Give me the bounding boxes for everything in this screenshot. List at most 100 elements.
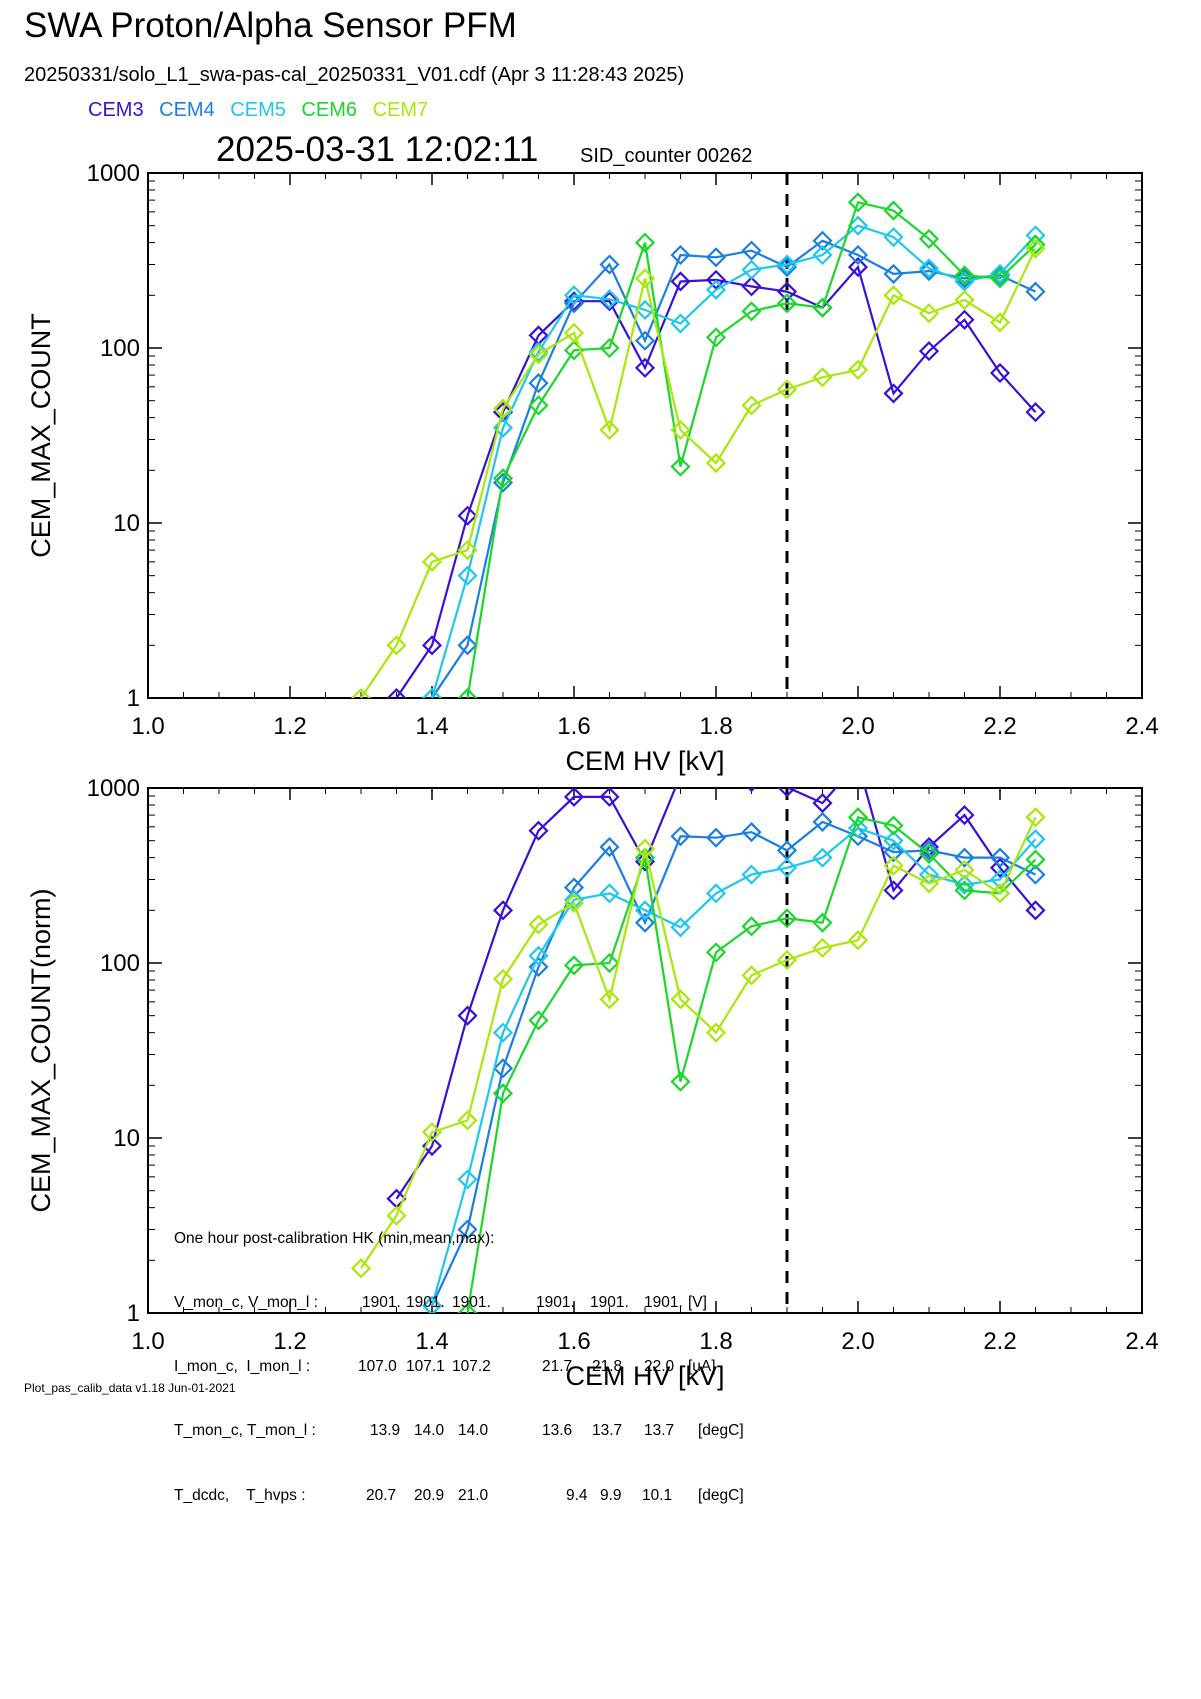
data-point-cem4	[528, 956, 549, 977]
hk-unit: [uA]	[688, 1358, 716, 1376]
data-point-cem7	[847, 930, 869, 951]
x-axis-label: CEM HV [kV]	[565, 746, 724, 776]
data-point-cem7	[883, 285, 904, 306]
data-point-cem3	[776, 281, 798, 302]
data-point-cem7	[741, 965, 762, 986]
x-tick-label: 1.0	[131, 1328, 164, 1355]
data-point-cem7	[705, 453, 727, 474]
hk-value: 107.0	[358, 1358, 397, 1376]
x-tick-label: 1.4	[415, 713, 448, 740]
data-point-cem3	[386, 687, 407, 698]
data-point-cem5	[528, 341, 549, 362]
x-tick-label: 1.8	[699, 713, 732, 740]
data-point-cem5	[599, 289, 620, 310]
data-point-cem4	[599, 836, 620, 858]
x-tick-label: 2.4	[1125, 713, 1158, 740]
data-point-cem6	[776, 908, 798, 929]
data-point-cem7	[776, 379, 798, 400]
hk-value: 22.0	[644, 1358, 675, 1376]
data-point-cem4	[954, 847, 975, 868]
data-point-cem3	[883, 383, 904, 404]
data-point-cem7	[741, 395, 762, 416]
hk-value: 9.4	[566, 1486, 588, 1504]
data-point-cem4	[599, 254, 620, 275]
y-tick-label: 1000	[87, 775, 140, 802]
data-point-cem5	[741, 864, 762, 885]
file-line: 20250331/solo_L1_swa-pas-cal_20250331_V0…	[24, 64, 685, 86]
hk-value: 13.7	[592, 1422, 623, 1440]
x-axis-label: CEM HV [kV]	[565, 1361, 724, 1391]
data-point-cem3	[989, 362, 1011, 384]
data-point-cem6	[1025, 234, 1046, 255]
series-group	[350, 788, 1046, 1313]
hk-label: T_mon_c, T_mon_l :	[174, 1422, 316, 1440]
data-point-cem5	[812, 244, 833, 266]
data-point-cem6	[776, 293, 798, 314]
data-point-cem7	[563, 322, 585, 343]
data-point-cem5	[989, 869, 1011, 890]
y-tick-label: 100	[100, 335, 140, 362]
data-point-cem5	[492, 417, 514, 438]
data-point-cem3	[634, 357, 656, 378]
data-point-cem3	[528, 820, 549, 841]
data-point-cem3	[747, 788, 756, 793]
hk-value: 1901.	[362, 1294, 401, 1312]
data-point-cem6	[599, 337, 620, 359]
data-point-cem6	[634, 847, 656, 868]
hk-table: One hour post-calibration HK (min,mean,m…	[174, 1185, 744, 1527]
series-line-cem4	[431, 239, 1036, 698]
data-point-cem3	[457, 505, 478, 526]
x-tick-label: 1.4	[415, 1328, 448, 1355]
data-point-cem4	[492, 1058, 514, 1079]
legend-cem5: CEM5	[230, 99, 286, 121]
series-line-cem6	[466, 201, 1037, 698]
data-point-cem7	[421, 551, 443, 572]
data-point-cem7	[989, 312, 1011, 333]
data-point-cem3	[634, 851, 656, 872]
legend-cem3: CEM3	[88, 99, 144, 121]
data-point-cem4	[918, 261, 940, 282]
series-line-cem6	[466, 816, 1037, 1313]
x-tick-label: 2.2	[983, 1328, 1016, 1355]
data-point-cem4	[457, 1219, 478, 1240]
data-point-cem5	[954, 874, 975, 895]
x-tick-label: 1.0	[131, 713, 164, 740]
hk-value: 1901.	[536, 1294, 575, 1312]
data-point-cem3	[918, 836, 940, 858]
data-point-cem5	[989, 263, 1011, 284]
data-point-cem7	[599, 419, 620, 441]
data-point-cem3	[954, 309, 975, 330]
data-point-cem5	[492, 1022, 514, 1043]
data-point-cem4	[883, 842, 904, 863]
data-point-cem4	[670, 826, 691, 847]
x-tick-label: 1.6	[557, 1328, 590, 1355]
data-point-cem7	[386, 635, 407, 656]
data-point-cem6	[634, 232, 656, 253]
data-point-cem3	[812, 793, 833, 814]
data-point-cem4	[634, 330, 656, 351]
hk-value: 14.0	[414, 1422, 445, 1440]
data-point-cem4	[528, 373, 549, 394]
hk-row: I_mon_c, I_mon_l : 107.0 107.1 107.2 21.…	[174, 1356, 716, 1377]
series-line-cem3	[395, 788, 1037, 1200]
x-tick-label: 1.6	[557, 713, 590, 740]
data-point-cem7	[634, 268, 656, 289]
y-tick-label: 1	[127, 1300, 140, 1327]
x-tick-label: 2.0	[841, 1328, 874, 1355]
hk-label: V_mon_c, V_mon_l :	[174, 1294, 318, 1312]
x-tick-label: 1.8	[699, 1328, 732, 1355]
data-point-cem6	[918, 843, 940, 864]
hk-unit: [degC]	[698, 1422, 744, 1440]
legend-cem4: CEM4	[159, 99, 215, 121]
y-tick-label: 1	[127, 685, 140, 712]
data-point-cem5	[421, 687, 443, 698]
data-point-cem5	[776, 254, 798, 275]
data-point-cem7	[457, 540, 478, 561]
hk-value: 1901.	[452, 1294, 491, 1312]
data-point-cem7	[670, 419, 691, 441]
data-point-cem5	[847, 818, 869, 839]
data-point-cem6	[954, 265, 975, 286]
data-point-cem7	[457, 1110, 478, 1131]
data-point-cem6	[883, 200, 904, 221]
x-tick-label: 2.4	[1125, 1328, 1158, 1355]
